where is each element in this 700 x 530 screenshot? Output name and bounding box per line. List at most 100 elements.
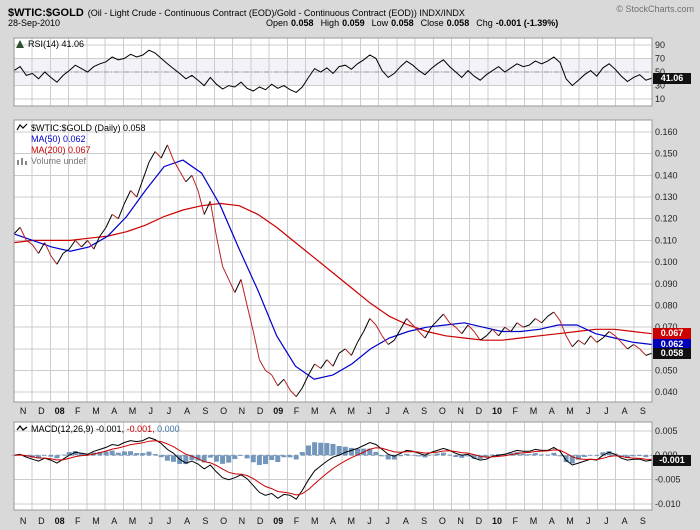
rsi-current-value-box: 41.06 xyxy=(653,72,691,84)
x-axis-month-label: N xyxy=(239,516,246,526)
y-tick-label: 0.040 xyxy=(655,387,678,397)
ohlc-quote: Open 0.058 High 0.059 Low 0.058 Close 0.058 Chg -… xyxy=(266,18,565,28)
y-tick-label: -0.005 xyxy=(655,475,681,485)
x-axis-month-label: D xyxy=(476,516,483,526)
y-tick-label: 0.005 xyxy=(655,426,678,436)
x-axis-month-label: A xyxy=(184,516,190,526)
x-axis-month-label: N xyxy=(457,516,464,526)
x-axis-month-label: M xyxy=(92,406,100,416)
x-axis-month-label: J xyxy=(367,406,372,416)
x-axis-month-label: A xyxy=(184,406,190,416)
x-axis-month-label: M xyxy=(129,516,137,526)
y-tick-label: 0.160 xyxy=(655,127,678,137)
header: $WTIC:$GOLD (Oil - Light Crude - Continuo… xyxy=(8,3,465,21)
ma50-current-value-box: 0.062 xyxy=(653,339,691,350)
x-axis-month-label: M xyxy=(129,406,137,416)
low-label: Low xyxy=(371,18,389,28)
change-value: -0.001 (-1.39%) xyxy=(495,18,559,28)
y-tick-label: 90 xyxy=(655,40,665,50)
x-axis-month-label: J xyxy=(367,516,372,526)
y-tick-label: 0.070 xyxy=(655,322,678,332)
x-axis-month-label: M xyxy=(311,406,319,416)
ma200-line xyxy=(13,202,653,341)
high-label: High xyxy=(320,18,340,28)
x-axis-month-label: F xyxy=(75,406,81,416)
x-axis-month-label: M xyxy=(530,516,538,526)
x-axis-month-label: A xyxy=(330,516,336,526)
close-current-value-box: 0.058 xyxy=(653,347,691,359)
x-axis-month-label: F xyxy=(294,406,300,416)
price-series xyxy=(13,144,653,397)
volume-legend-text: Volume undef xyxy=(31,156,87,166)
month-axis-top: N D 08 F M A M J J A S O N D 09 F M A M J J A S O N D 10 F M A M J J A S xyxy=(20,406,646,416)
x-axis-month-label: A xyxy=(549,516,555,526)
x-axis-month-label: S xyxy=(640,516,646,526)
x-axis-month-label: M xyxy=(347,516,355,526)
x-axis-month-label: J xyxy=(148,516,153,526)
x-axis-month-label: D xyxy=(257,516,264,526)
macd-signal-line xyxy=(13,440,653,496)
price-legend: $WTIC:$GOLD (Daily) 0.058 xyxy=(16,123,146,133)
macd-line xyxy=(13,437,653,500)
x-axis-month-label: A xyxy=(111,516,117,526)
close-value: 0.058 xyxy=(446,18,470,28)
x-axis-month-label: J xyxy=(604,406,609,416)
quote-date: 28-Sep-2010 xyxy=(8,18,61,28)
ma50-legend-text: MA(50) 0.062 xyxy=(31,134,86,144)
rsi-border xyxy=(13,37,653,107)
x-axis-month-label: D xyxy=(257,406,264,416)
x-axis-month-label: D xyxy=(476,406,483,416)
price-hgrid xyxy=(14,131,652,393)
y-tick-label: 10 xyxy=(655,94,665,104)
x-axis-month-label: S xyxy=(421,406,427,416)
x-axis-month-label: M xyxy=(311,516,319,526)
x-axis-month-label: M xyxy=(530,406,538,416)
x-axis-month-label: A xyxy=(330,406,336,416)
y-tick-label: 30 xyxy=(655,81,665,91)
y-tick-label: 0.140 xyxy=(655,170,678,180)
x-axis-month-label: O xyxy=(220,516,227,526)
x-axis-month-label: O xyxy=(439,406,446,416)
price-legend-text: $WTIC:$GOLD (Daily) 0.058 xyxy=(31,123,146,133)
x-axis-month-label: S xyxy=(202,516,208,526)
macd-border xyxy=(13,421,653,511)
y-axis-labels: 90 70 50 30 10 0.160 0.150 0.140 0.130 0.120 0.110… xyxy=(655,40,681,509)
x-axis-month-label: F xyxy=(513,406,519,416)
ticker-description: (Oil - Light Crude - Continuous Contract… xyxy=(87,8,465,18)
x-axis-month-label: 10 xyxy=(492,516,502,526)
x-axis-month-label: F xyxy=(75,516,81,526)
y-tick-label: 0.150 xyxy=(655,149,678,159)
x-axis-month-label: A xyxy=(403,406,409,416)
x-axis-month-label: 08 xyxy=(55,516,65,526)
rsi-line xyxy=(13,49,653,93)
x-axis-month-label: N xyxy=(20,516,27,526)
x-axis-month-label: M xyxy=(566,516,574,526)
x-axis-month-label: D xyxy=(38,516,45,526)
y-tick-label: 0.130 xyxy=(655,192,678,202)
change-label: Chg xyxy=(476,18,493,28)
y-tick-label: 0.050 xyxy=(655,366,678,376)
x-axis-month-label: N xyxy=(239,406,246,416)
high-value: 0.059 xyxy=(342,18,365,28)
y-tick-label: 0.110 xyxy=(655,235,677,245)
x-axis-month-label: J xyxy=(167,406,172,416)
x-axis-month-label: J xyxy=(586,406,591,416)
x-axis-month-label: M xyxy=(566,406,574,416)
macd-current-value-box: -0.001 xyxy=(653,454,691,466)
x-axis-month-label: A xyxy=(111,406,117,416)
macd-value: -0.001, xyxy=(96,424,125,434)
ma200-legend-text: MA(200) 0.067 xyxy=(31,145,91,155)
y-tick-label: 0.100 xyxy=(655,257,678,267)
x-axis-month-label: N xyxy=(20,406,27,416)
rsi-legend: RSI(14) 41.06 xyxy=(16,39,84,49)
macd-hist-value: 0.000 xyxy=(157,424,180,434)
x-axis-month-label: 10 xyxy=(492,406,502,416)
y-tick-label: 50 xyxy=(655,67,665,77)
rsi-panel xyxy=(13,38,653,106)
low-value: 0.058 xyxy=(391,18,414,28)
x-axis-month-label: J xyxy=(148,406,153,416)
macd-legend: MACD(12,26,9) -0.001, -0.001, 0.000 xyxy=(16,424,180,434)
x-axis-month-label: N xyxy=(457,406,464,416)
x-axis-month-label: S xyxy=(202,406,208,416)
